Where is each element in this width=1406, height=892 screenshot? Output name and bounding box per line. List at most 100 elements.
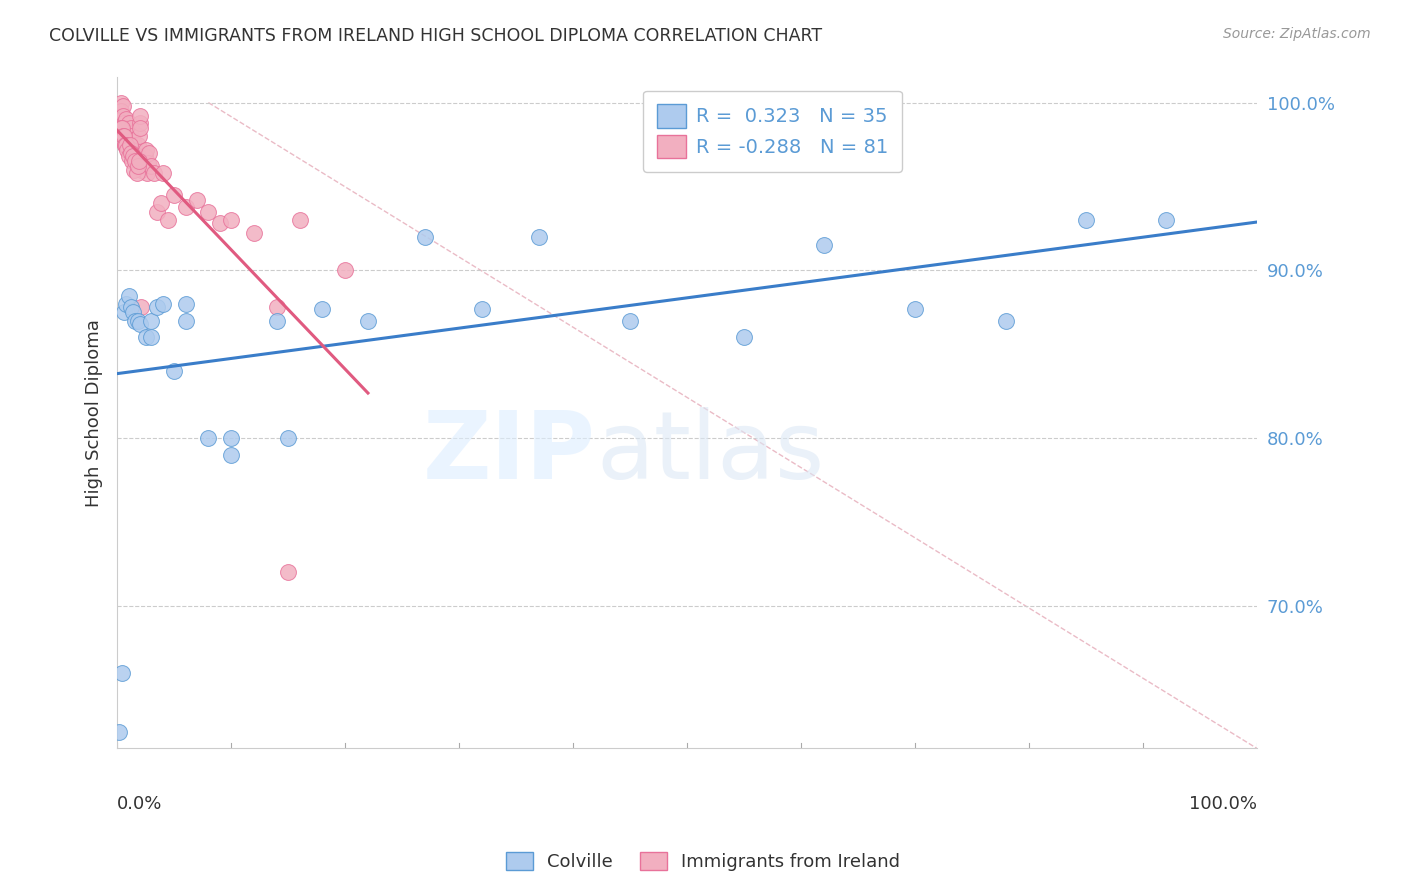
Point — [110, 103, 132, 118]
Point — [124, 143, 146, 157]
Point — [118, 137, 141, 152]
Point — [121, 137, 143, 152]
Point — [111, 120, 134, 135]
Point — [186, 193, 208, 207]
Point — [138, 145, 160, 160]
Point — [122, 305, 145, 319]
Point — [111, 112, 134, 127]
Point — [208, 216, 231, 230]
Point — [121, 154, 143, 169]
Point — [110, 120, 132, 135]
Point — [117, 149, 139, 163]
Point — [114, 129, 136, 144]
Point — [904, 301, 927, 316]
Point — [125, 145, 148, 160]
Point — [277, 431, 299, 445]
Point — [163, 364, 186, 378]
Point — [129, 317, 152, 331]
Point — [135, 166, 157, 180]
Point — [112, 305, 135, 319]
Point — [311, 301, 333, 316]
Point — [277, 566, 299, 580]
Point — [141, 159, 163, 173]
Point — [219, 213, 242, 227]
Point — [152, 297, 174, 311]
Y-axis label: High School Diploma: High School Diploma — [86, 319, 103, 507]
Point — [127, 137, 149, 152]
Point — [125, 166, 148, 180]
Point — [112, 116, 135, 130]
Point — [122, 149, 145, 163]
Point — [219, 431, 242, 445]
Legend: R =  0.323   N = 35, R = -0.288   N = 81: R = 0.323 N = 35, R = -0.288 N = 81 — [644, 90, 901, 172]
Point — [163, 187, 186, 202]
Point — [118, 132, 141, 146]
Point — [111, 120, 134, 135]
Point — [132, 159, 155, 173]
Point — [117, 143, 139, 157]
Point — [108, 103, 131, 118]
Text: COLVILLE VS IMMIGRANTS FROM IRELAND HIGH SCHOOL DIPLOMA CORRELATION CHART: COLVILLE VS IMMIGRANTS FROM IRELAND HIGH… — [49, 27, 823, 45]
Point — [115, 137, 138, 152]
Point — [127, 159, 149, 173]
Point — [120, 300, 142, 314]
Point — [142, 166, 165, 180]
Point — [124, 314, 146, 328]
Point — [174, 297, 197, 311]
Point — [127, 149, 149, 163]
Point — [619, 314, 641, 328]
Point — [125, 153, 148, 167]
Point — [124, 149, 146, 163]
Point — [111, 99, 134, 113]
Point — [117, 288, 139, 302]
Point — [117, 126, 139, 140]
Point — [124, 137, 146, 152]
Point — [114, 137, 136, 152]
Point — [813, 238, 835, 252]
Point — [1154, 213, 1177, 227]
Point — [357, 314, 380, 328]
Point — [149, 196, 172, 211]
Point — [128, 129, 150, 144]
Point — [134, 149, 156, 163]
Point — [136, 156, 159, 170]
Point — [266, 314, 288, 328]
Point — [141, 330, 163, 344]
Point — [174, 314, 197, 328]
Text: atlas: atlas — [596, 408, 824, 500]
Point — [333, 263, 356, 277]
Point — [141, 314, 163, 328]
Point — [124, 154, 146, 169]
Text: 100.0%: 100.0% — [1189, 796, 1257, 814]
Point — [127, 314, 149, 328]
Point — [135, 330, 157, 344]
Point — [129, 300, 152, 314]
Point — [266, 300, 288, 314]
Point — [118, 137, 141, 152]
Point — [111, 109, 134, 123]
Point — [122, 132, 145, 146]
Point — [107, 112, 129, 127]
Point — [174, 200, 197, 214]
Point — [122, 143, 145, 157]
Point — [124, 162, 146, 177]
Point — [110, 95, 132, 110]
Text: 0.0%: 0.0% — [117, 796, 163, 814]
Point — [120, 129, 142, 144]
Point — [111, 665, 134, 680]
Point — [114, 137, 136, 152]
Point — [120, 120, 142, 135]
Point — [112, 129, 135, 144]
Point — [129, 162, 152, 177]
Point — [733, 330, 755, 344]
Point — [243, 227, 266, 241]
Point — [128, 154, 150, 169]
Point — [121, 145, 143, 160]
Point — [413, 229, 436, 244]
Point — [117, 132, 139, 146]
Text: Source: ZipAtlas.com: Source: ZipAtlas.com — [1223, 27, 1371, 41]
Text: ZIP: ZIP — [423, 408, 596, 500]
Point — [129, 109, 152, 123]
Point — [112, 120, 135, 135]
Point — [146, 300, 169, 314]
